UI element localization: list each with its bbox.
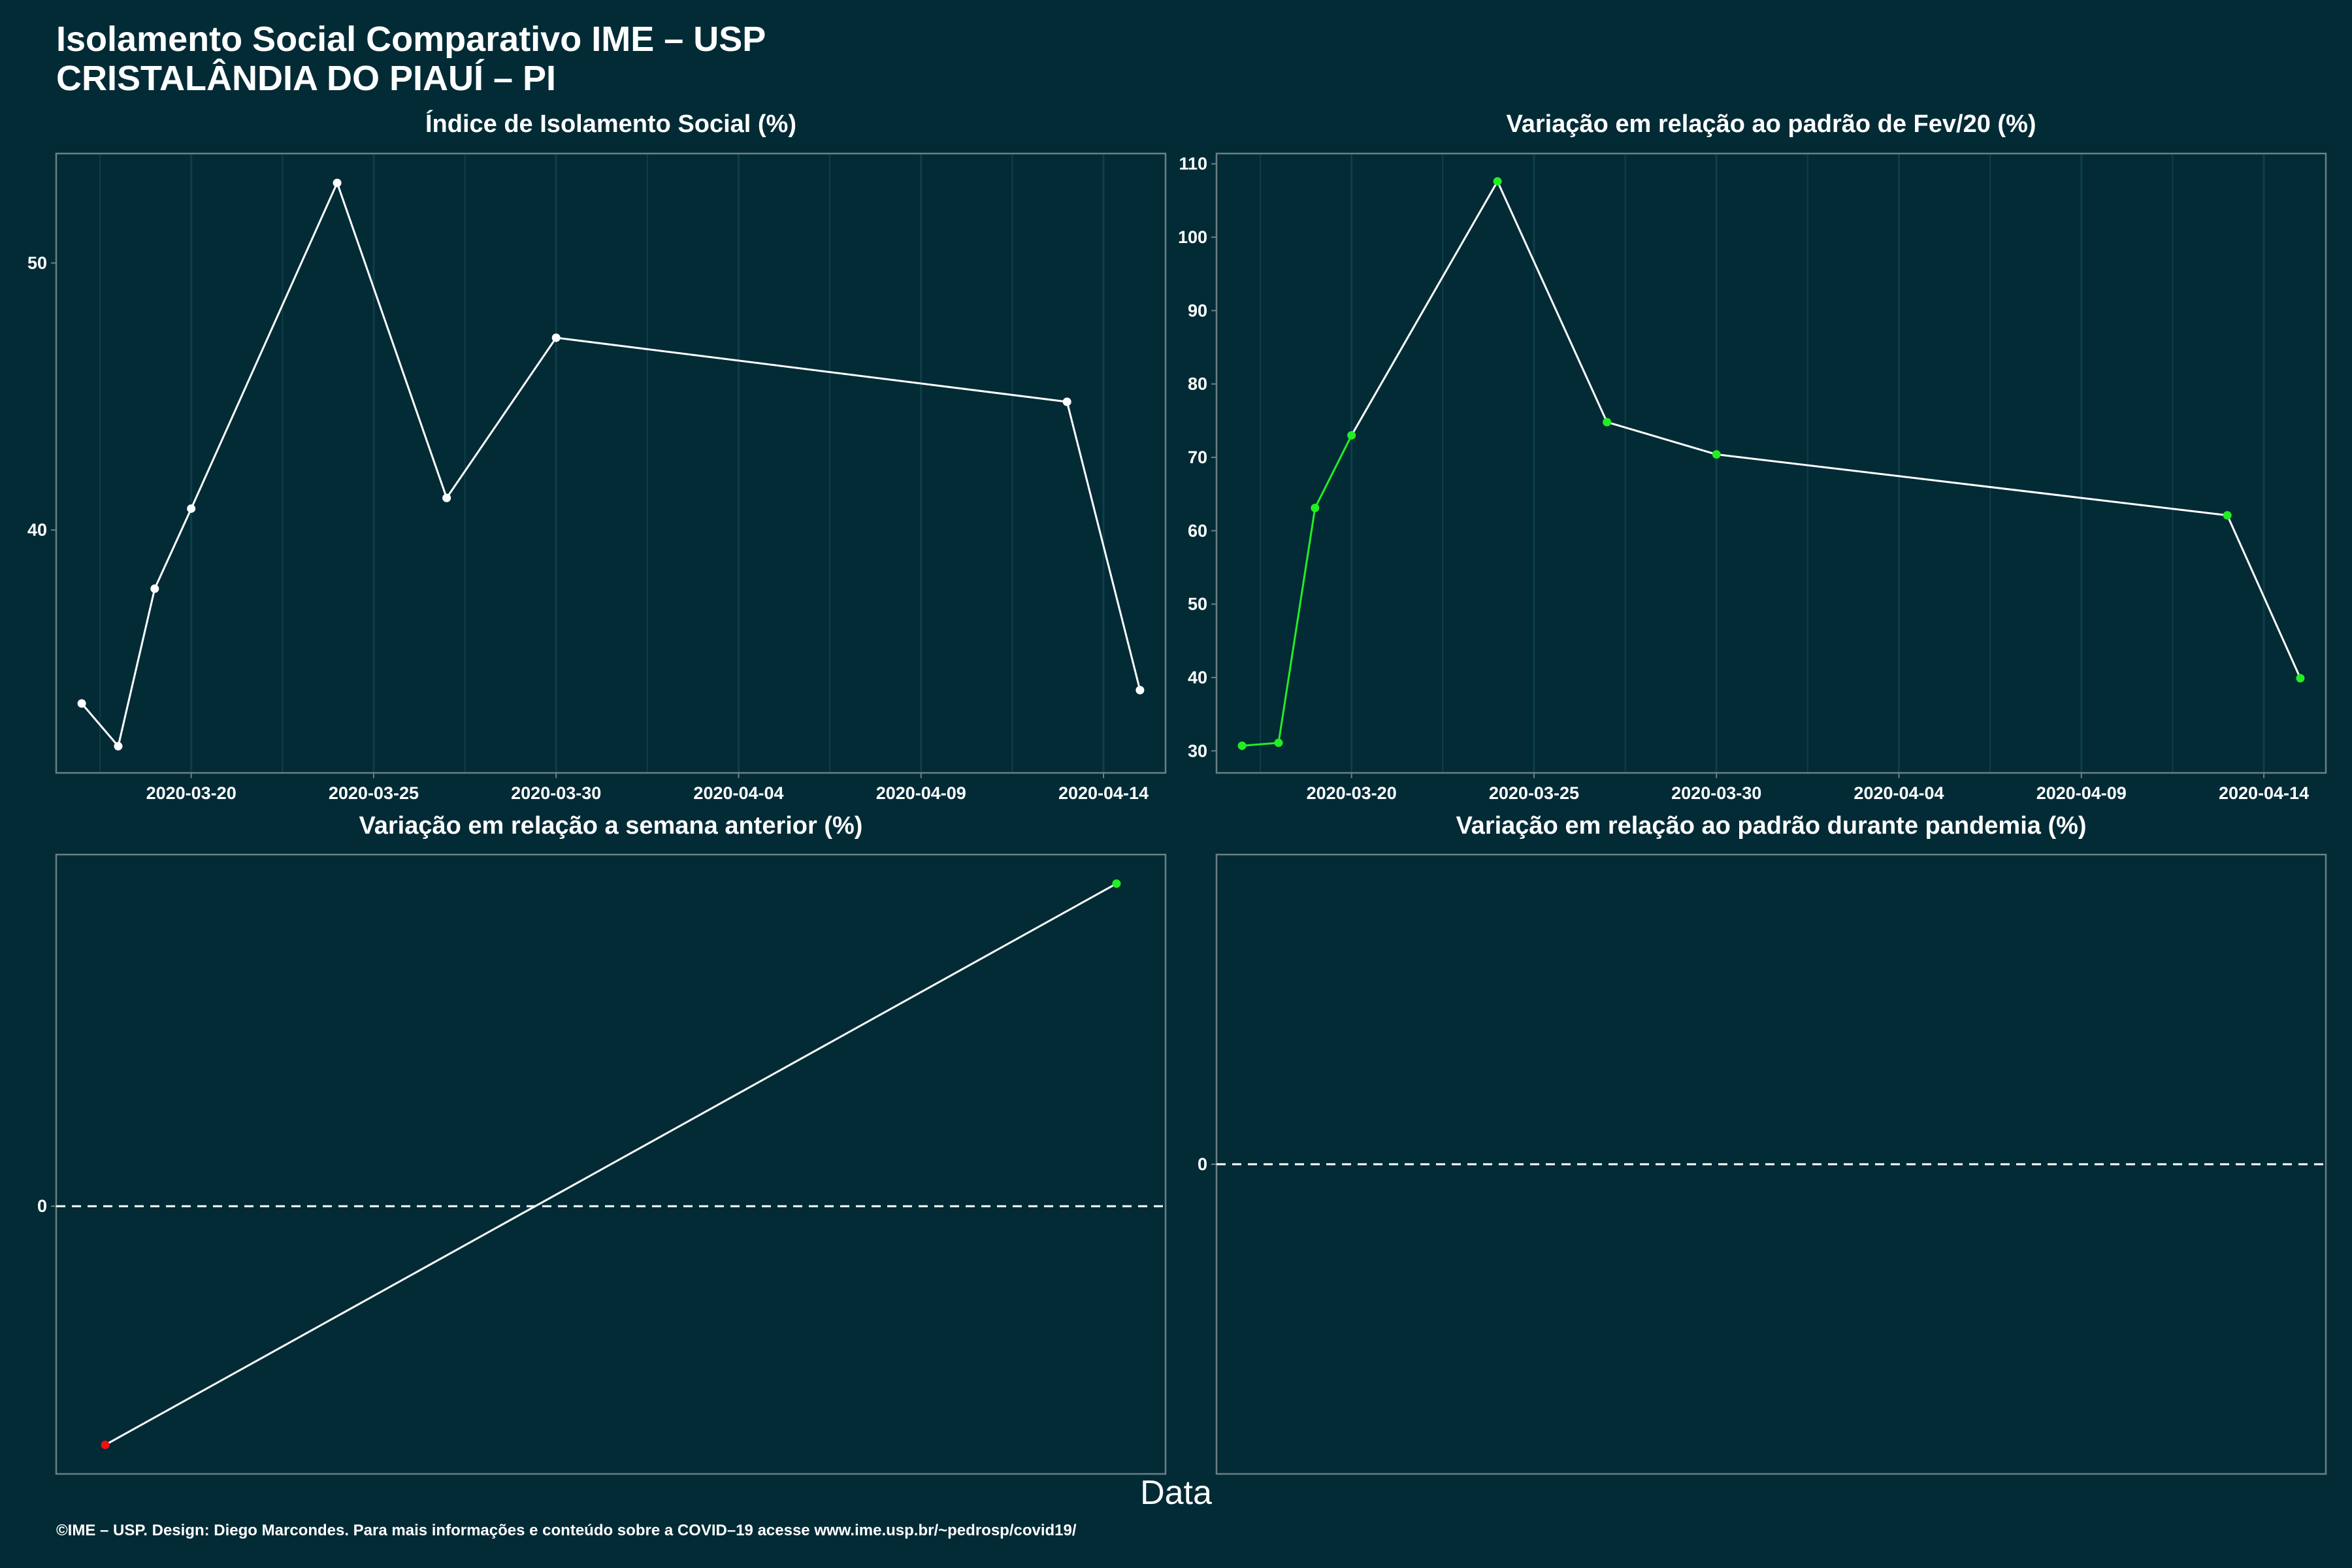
series-line-segment xyxy=(1241,742,1279,747)
y-tick-label: 0 xyxy=(37,1196,47,1216)
series-line-segment xyxy=(2226,515,2302,679)
panel-frame xyxy=(55,152,1167,774)
series-line-segment xyxy=(1350,180,1499,436)
page-subtitle: CRISTALÂNDIA DO PIAUÍ – PI xyxy=(56,59,557,98)
data-point xyxy=(333,178,342,188)
data-point xyxy=(150,584,159,593)
data-point xyxy=(77,699,86,708)
y-tick-label: 30 xyxy=(1188,741,1207,760)
y-tick-label: 50 xyxy=(1188,595,1207,614)
panel-title: Variação em relação ao padrão durante pa… xyxy=(1456,812,2086,840)
series-line-segment xyxy=(154,508,193,589)
x-tick-label: 2020-04-09 xyxy=(876,783,966,803)
data-point xyxy=(1062,397,1071,406)
series-line-segment xyxy=(1607,421,1717,455)
x-tick-label: 2020-03-25 xyxy=(1489,783,1579,803)
series-line-segment xyxy=(1314,434,1353,509)
x-tick-label: 2020-04-14 xyxy=(1058,783,1149,803)
series-line-segment xyxy=(1277,508,1316,743)
y-tick-label: 0 xyxy=(1198,1154,1207,1174)
panel-pandemia: Variação em relação ao padrão durante pa… xyxy=(1198,812,2327,1475)
y-tick-label: 90 xyxy=(1188,301,1207,320)
x-tick-label: 2020-04-09 xyxy=(2036,783,2127,803)
series-line-segment xyxy=(446,337,557,498)
data-point xyxy=(2296,674,2305,683)
y-tick-label: 110 xyxy=(1179,154,1207,174)
y-tick-label: 40 xyxy=(27,520,47,540)
data-point xyxy=(2223,511,2232,520)
data-point xyxy=(1274,738,1283,747)
series-line-segment xyxy=(336,182,448,498)
data-point xyxy=(1237,741,1247,750)
data-point xyxy=(1493,177,1502,186)
page-title: Isolamento Social Comparativo IME – USP xyxy=(56,20,766,59)
x-tick-label: 2020-03-30 xyxy=(1671,783,1761,803)
x-tick-label: 2020-04-04 xyxy=(693,783,783,803)
data-point xyxy=(101,1441,110,1450)
data-point xyxy=(551,333,561,342)
y-tick-label: 70 xyxy=(1188,448,1207,467)
data-point xyxy=(1603,417,1612,427)
panel-title: Índice de Isolamento Social (%) xyxy=(425,109,796,138)
panel-fev20: Variação em relação ao padrão de Fev/20 … xyxy=(1178,110,2327,803)
series-line-segment xyxy=(117,588,156,747)
series-line-segment xyxy=(556,336,1068,403)
panel-frame xyxy=(55,853,1167,1475)
data-point xyxy=(1112,879,1121,888)
data-point xyxy=(114,742,123,751)
series-line-segment xyxy=(80,702,120,747)
panel-isolamento: Índice de Isolamento Social (%) 40 50 2020-… xyxy=(27,109,1167,803)
x-tick-label: 2020-03-20 xyxy=(1307,783,1397,803)
data-point xyxy=(442,493,451,502)
data-point xyxy=(1347,431,1356,440)
series-line-segment xyxy=(1066,401,1141,691)
x-tick-label: 2020-04-14 xyxy=(2219,783,2309,803)
y-tick-label: 100 xyxy=(1178,227,1207,247)
series-line-segment xyxy=(1496,181,1609,423)
data-point xyxy=(1311,504,1320,513)
x-tick-label: 2020-03-20 xyxy=(146,783,237,803)
footer-caption: ©IME – USP. Design: Diego Marcondes. Par… xyxy=(56,1522,1077,1539)
data-point xyxy=(1135,685,1145,694)
y-tick-label: 50 xyxy=(27,253,47,273)
data-point xyxy=(1712,450,1721,459)
panel-frame xyxy=(1215,152,2327,774)
y-tick-label: 80 xyxy=(1188,374,1207,394)
panel-semana: Variação em relação a semana anterior (%… xyxy=(37,812,1167,1475)
series-line-segment xyxy=(105,883,1117,1446)
panel-title: Variação em relação a semana anterior (%… xyxy=(359,812,863,840)
x-tick-label: 2020-03-25 xyxy=(329,783,419,803)
series-line-segment xyxy=(190,182,338,510)
x-axis-label: Data xyxy=(1140,1474,1212,1512)
panel-title: Variação em relação ao padrão de Fev/20 … xyxy=(1506,110,2036,138)
data-point xyxy=(187,504,196,513)
x-tick-label: 2020-04-04 xyxy=(1854,783,1944,803)
x-tick-label: 2020-03-30 xyxy=(511,783,601,803)
y-tick-label: 60 xyxy=(1188,521,1207,540)
series-line-segment xyxy=(1716,453,2228,517)
y-tick-label: 40 xyxy=(1188,668,1207,687)
